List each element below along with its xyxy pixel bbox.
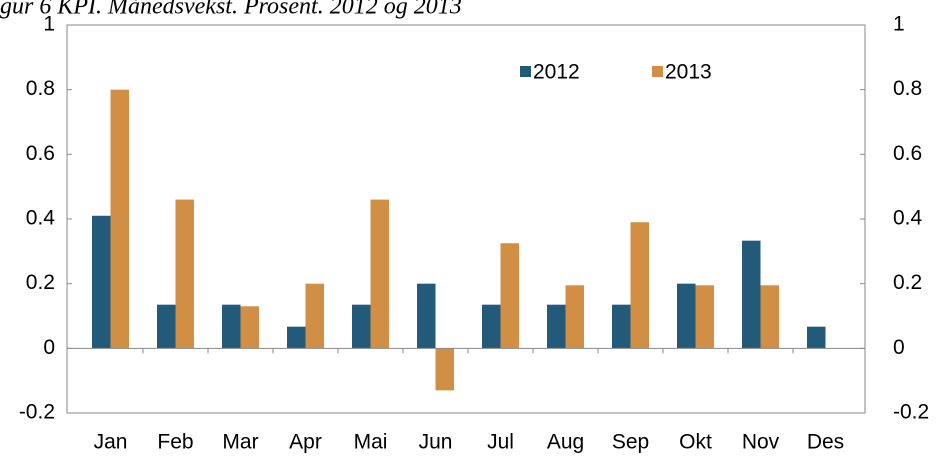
y-tick-label: -0.2 <box>19 401 55 424</box>
x-tick-label: Jan <box>94 431 128 454</box>
x-tick-label: Sep <box>612 431 649 454</box>
bar <box>175 199 194 349</box>
bar <box>482 304 501 349</box>
y2-tick-label: -0.2 <box>893 401 929 424</box>
bar <box>807 326 826 349</box>
legend-swatch <box>652 66 663 77</box>
legend-swatch <box>520 66 531 77</box>
y2-tick-label: 0.8 <box>893 77 922 100</box>
x-tick-label: Des <box>807 431 844 454</box>
legend-label: 2012 <box>533 61 580 84</box>
bar <box>352 304 371 349</box>
bar <box>157 304 176 349</box>
x-tick-label: Apr <box>289 431 322 454</box>
legend-label: 2013 <box>665 61 712 84</box>
bar <box>110 89 129 349</box>
y-tick-label: 0.8 <box>26 77 55 100</box>
y2-tick-label: 1 <box>893 13 905 36</box>
bar <box>695 285 714 349</box>
y-tick-label: 0.2 <box>26 271 55 294</box>
bar <box>222 304 241 349</box>
x-tick-label: Nov <box>742 431 780 454</box>
bar <box>547 304 566 349</box>
bar <box>435 348 454 391</box>
x-tick-label: Mai <box>354 431 388 454</box>
x-tick-label: Feb <box>157 431 193 454</box>
bar <box>305 283 324 349</box>
y2-tick-label: 0 <box>893 336 905 359</box>
x-tick-label: Mar <box>222 431 258 454</box>
y-tick-label: 0 <box>43 336 55 359</box>
y2-tick-label: 0.4 <box>893 207 923 230</box>
chart-title: gur 6 KPI. Månedsvekst. Prosent. 2012 og… <box>0 0 462 20</box>
bar <box>742 240 761 349</box>
bar <box>612 304 631 349</box>
x-tick-label: Jun <box>419 431 453 454</box>
bar <box>677 283 696 349</box>
y2-tick-label: 0.2 <box>893 271 922 294</box>
y-tick-label: 0.4 <box>26 207 56 230</box>
y2-tick-label: 0.6 <box>893 142 922 165</box>
x-tick-label: Okt <box>679 431 712 454</box>
bar <box>92 215 111 349</box>
bar <box>500 243 519 349</box>
bar <box>417 283 436 349</box>
x-tick-label: Aug <box>547 431 584 454</box>
bar <box>287 326 306 349</box>
bar <box>760 285 779 349</box>
x-tick-label: Jul <box>487 431 514 454</box>
y-tick-label: 1 <box>43 13 55 36</box>
bar <box>565 285 584 349</box>
bar <box>370 199 389 349</box>
bar <box>630 222 649 349</box>
bar <box>240 306 259 349</box>
y-tick-label: 0.6 <box>26 142 55 165</box>
